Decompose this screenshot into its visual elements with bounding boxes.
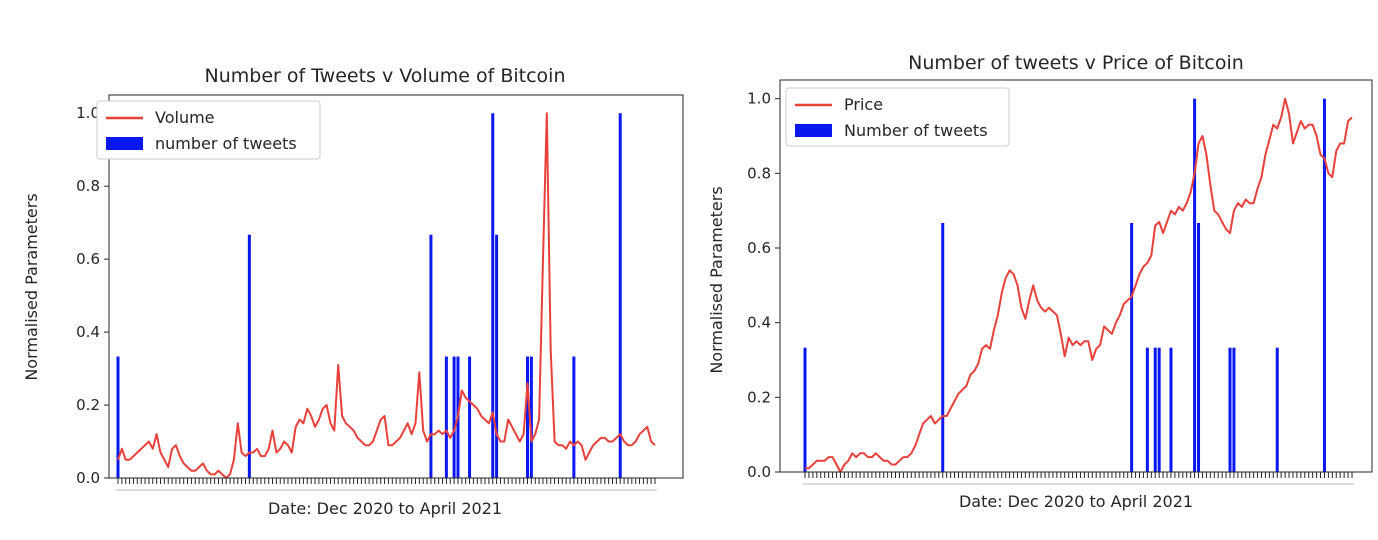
y-tick-label: 1.0 (76, 104, 100, 122)
tweet-bar (452, 356, 456, 478)
legend-line-label: Volume (155, 108, 215, 127)
tweet-bar (572, 356, 576, 478)
y-tick-label: 0.6 (76, 250, 100, 268)
y-tick-label: 0.2 (747, 388, 771, 406)
legend-line-label: Price (844, 95, 883, 114)
legend-box (785, 87, 1010, 147)
chart-volume-panel: Number of Tweets v Volume of Bitcoin Dat… (0, 0, 689, 536)
y-tick-label: 0.6 (747, 239, 771, 257)
chart-title: Number of Tweets v Volume of Bitcoin (205, 65, 566, 87)
y-tick-label: 1.0 (747, 90, 771, 108)
legend-bar-label: number of tweets (155, 134, 297, 153)
tweet-bar (1130, 222, 1134, 472)
tweet-bar (941, 222, 945, 472)
legend: Price Number of tweets (785, 87, 1010, 147)
tweet-bar (116, 356, 120, 478)
chart-volume: Number of Tweets v Volume of Bitcoin Dat… (22, 65, 684, 518)
legend-bar-swatch (795, 124, 832, 137)
tweet-bar (1322, 98, 1326, 473)
y-tick-label: 0.4 (76, 323, 100, 341)
tweet-bar (247, 234, 251, 478)
legend-bar-swatch (106, 137, 143, 150)
y-tick-label: 0.4 (747, 314, 771, 332)
y-tick-label: 0.8 (76, 177, 100, 195)
y-tick-label: 0.8 (747, 164, 771, 182)
tweet-bar (529, 356, 533, 478)
series-line (117, 112, 656, 479)
tweet-bar (526, 356, 530, 478)
tweet-bar (1157, 347, 1161, 472)
chart-price: Number of tweets v Price of Bitcoin Date… (707, 52, 1373, 511)
plot-area: 0.0 0.2 0.4 0.6 0.8 1.0 (76, 94, 684, 491)
y-tick-label: 0.0 (747, 463, 771, 481)
tweet-bar (1169, 347, 1173, 472)
tweet-bar (468, 356, 472, 478)
axes-frame (108, 94, 684, 479)
y-tick-label: 0.2 (76, 396, 100, 414)
series-line (805, 97, 1353, 473)
axes-frame (779, 79, 1373, 473)
tweet-bar (1275, 347, 1279, 472)
y-axis-label: Normalised Parameters (22, 193, 41, 380)
x-axis-label: Date: Dec 2020 to April 2021 (268, 499, 502, 518)
tweet-bar (803, 347, 807, 472)
tweet-bar (1228, 347, 1232, 472)
tweet-bar (491, 113, 495, 478)
tweet-bar (1197, 222, 1201, 472)
chart-title: Number of tweets v Price of Bitcoin (908, 52, 1244, 74)
tweet-bar (1145, 347, 1149, 472)
plot-area: 0.0 0.2 0.4 0.6 0.8 1.0 (747, 79, 1373, 485)
legend-bar-label: Number of tweets (844, 121, 988, 140)
chart-price-panel: Number of tweets v Price of Bitcoin Date… (689, 0, 1378, 536)
legend: Volume number of tweets (96, 100, 321, 160)
y-axis-label: Normalised Parameters (707, 186, 726, 373)
y-tick-label: 0.0 (76, 469, 100, 487)
tweet-bar (1232, 347, 1236, 472)
tweet-bar (1193, 98, 1197, 473)
tweet-bar (1153, 347, 1157, 472)
legend-box (96, 100, 321, 160)
tweet-bar (429, 234, 433, 478)
tweet-bar (444, 356, 448, 478)
tweet-bar (618, 113, 622, 478)
tweet-bar (495, 234, 499, 478)
x-axis-label: Date: Dec 2020 to April 2021 (959, 492, 1193, 511)
